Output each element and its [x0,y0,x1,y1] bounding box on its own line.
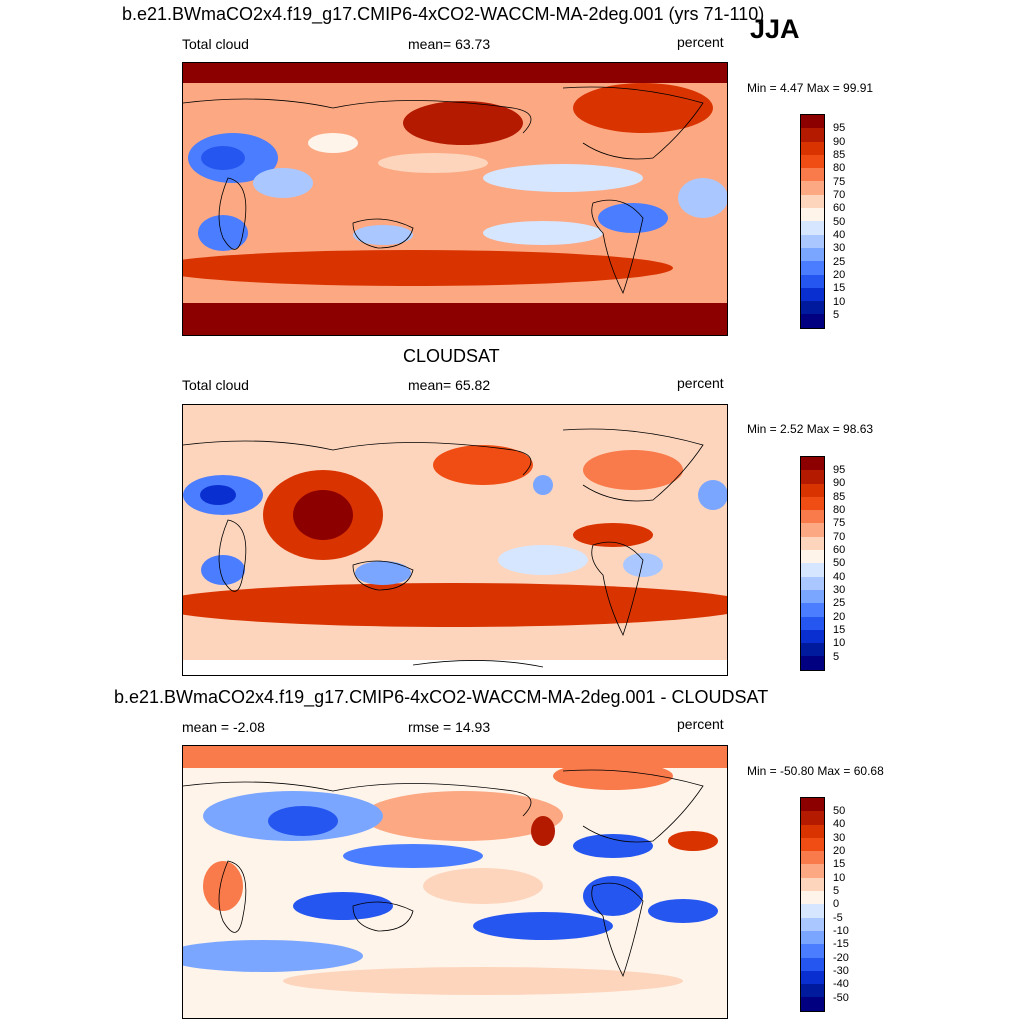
panel1-units: percent [677,34,724,50]
panel2-colorbar-label: 30 [833,584,846,596]
panel2-colorbar-label: 5 [833,651,840,663]
panel1-colorbar-label: 30 [833,242,846,254]
panel3-colorbar-label: 0 [833,898,840,910]
cloudsat-cloud-map-svg [183,405,727,675]
panel3-colorbar-label: -30 [833,965,849,977]
panel3-colorbar-label: 15 [833,858,846,870]
panel1-colorbar-label: 60 [833,202,846,214]
panel3-mean: mean = -2.08 [182,719,265,735]
model-cloud-map-svg [183,63,727,335]
difference-map-svg [183,746,727,1018]
panel2-colorbar-label: 75 [833,517,846,529]
panel2-colorbar-label: 40 [833,571,846,583]
panel1-colorbar-label: 90 [833,136,846,148]
panel1-title: b.e21.BWmaCO2x4.f19_g17.CMIP6-4xCO2-WACC… [122,4,765,24]
panel3-colorbar-label: 10 [833,872,846,884]
panel3-colorbar-label: 40 [833,818,846,830]
panel2-variable: Total cloud [182,377,249,393]
panel3-colorbar-label: -40 [833,978,849,990]
panel3-minmax: Min = -50.80 Max = 60.68 [747,764,884,778]
panel2-colorbar-label: 85 [833,491,846,503]
panel3-colorbar-label: 50 [833,805,846,817]
panel3-colorbar-label: -15 [833,938,849,950]
panel1-colorbar-label: 25 [833,256,846,268]
panel3-units: percent [677,716,724,732]
season-label: JJA [750,14,800,44]
panel2-colorbar [800,456,825,671]
panel3-colorbar-label: -10 [833,925,849,937]
panel2-colorbar-label: 90 [833,477,846,489]
panel1-colorbar-label: 10 [833,296,846,308]
panel2-title: CLOUDSAT [403,346,500,366]
panel2-mean: mean= 65.82 [408,377,491,393]
panel3-colorbar-label: -50 [833,992,849,1004]
panel2-colorbar-label: 15 [833,624,846,636]
panel2-units: percent [677,375,724,391]
panel2-colorbar-label: 10 [833,637,846,649]
panel1-colorbar-label: 50 [833,216,846,228]
panel1-colorbar-label: 15 [833,282,846,294]
panel1-colorbar-label: 85 [833,149,846,161]
panel1-colorbar-label: 75 [833,176,846,188]
panel1-colorbar-label: 20 [833,269,846,281]
panel2-colorbar-label: 95 [833,464,846,476]
panel3-title: b.e21.BWmaCO2x4.f19_g17.CMIP6-4xCO2-WACC… [114,687,769,707]
panel2-colorbar-label: 20 [833,611,846,623]
panel2-colorbar-label: 25 [833,597,846,609]
panel3-colorbar-label: -20 [833,952,849,964]
panel3-colorbar [800,797,825,1012]
panel2-colorbar-label: 60 [833,544,846,556]
panel3-colorbar-label: 5 [833,885,840,897]
panel1-variable: Total cloud [182,36,249,52]
panel1-colorbar [800,114,825,329]
panel3-colorbar-label: 20 [833,845,846,857]
panel2-colorbar-label: 70 [833,531,846,543]
panel1-colorbar-label: 80 [833,162,846,174]
panel1-mean: mean= 63.73 [408,36,491,52]
panel2-minmax: Min = 2.52 Max = 98.63 [747,422,874,436]
panel1-colorbar-label: 95 [833,122,846,134]
panel2-colorbar-label: 50 [833,557,846,569]
panel1-minmax: Min = 4.47 Max = 99.91 [747,81,874,95]
panel1-colorbar-label: 70 [833,189,846,201]
cloudsat-cloud-map [182,404,728,676]
panel3-colorbar-label: 30 [833,832,846,844]
panel2-colorbar-label: 80 [833,504,846,516]
difference-map [182,745,728,1019]
panel1-colorbar-label: 5 [833,309,840,321]
panel3-colorbar-label: -5 [833,912,843,924]
panel3-rmse: rmse = 14.93 [408,719,491,735]
model-cloud-map [182,62,728,336]
panel1-colorbar-label: 40 [833,229,846,241]
